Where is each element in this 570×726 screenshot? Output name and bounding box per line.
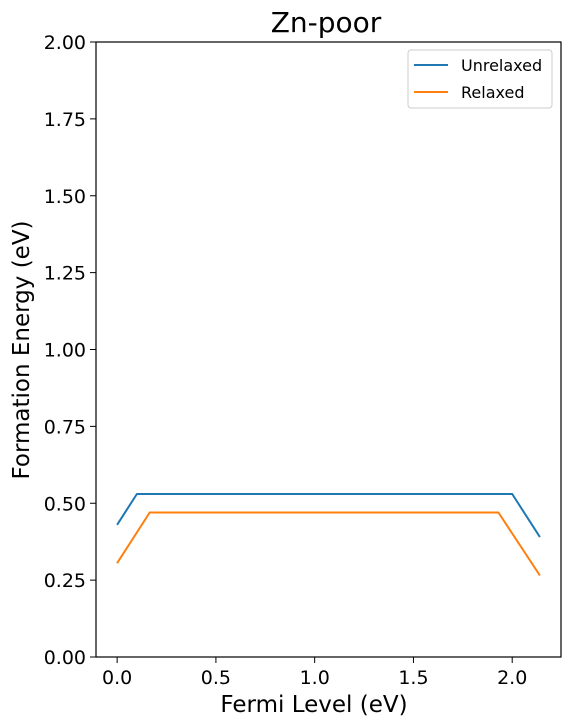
y-tick-label: 0.75 <box>44 416 86 438</box>
legend-label: Relaxed <box>461 83 524 102</box>
series-line-unrelaxed <box>116 493 541 538</box>
x-tick-label: 0.0 <box>102 667 132 689</box>
x-tick-label: 2.0 <box>497 667 527 689</box>
x-tick-label: 1.5 <box>398 667 428 689</box>
x-tick-label: 0.5 <box>201 667 231 689</box>
y-tick-label: 1.00 <box>44 340 86 362</box>
legend-label: Unrelaxed <box>461 56 542 75</box>
y-tick-label: 1.25 <box>44 263 86 285</box>
y-tick-label: 0.50 <box>44 493 86 515</box>
y-tick-label: 0.25 <box>44 570 86 592</box>
series-line-relaxed <box>116 511 541 577</box>
chart-title: Zn-poor <box>271 6 382 39</box>
y-tick-label: 1.50 <box>44 186 86 208</box>
y-tick-label: 2.00 <box>44 32 86 54</box>
plot-area <box>116 493 541 577</box>
legend: Unrelaxed Relaxed <box>407 49 553 109</box>
x-axis-label: Fermi Level (eV) <box>220 692 407 718</box>
y-axis: 0.00 0.25 0.50 0.75 1.00 1.25 1.50 1.75 2.00 <box>44 32 96 669</box>
x-axis: 0.0 0.5 1.0 1.5 2.0 <box>102 657 527 689</box>
y-axis-label: Formation Energy (eV) <box>9 220 35 479</box>
plot-frame <box>95 41 562 658</box>
y-tick-label: 1.75 <box>44 109 86 131</box>
y-tick-label: 0.00 <box>44 647 86 669</box>
x-tick-label: 1.0 <box>300 667 330 689</box>
